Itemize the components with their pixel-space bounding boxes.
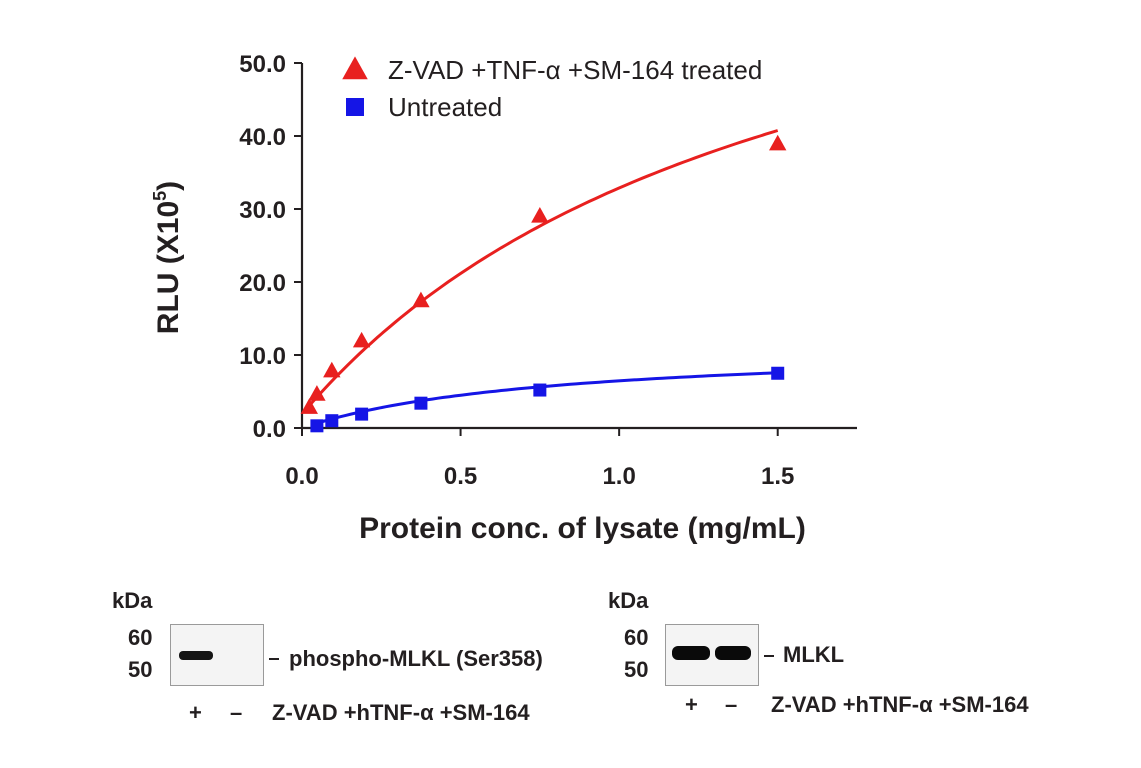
data-point-untreated xyxy=(533,383,547,397)
treatment-label: Z-VAD +hTNF-α +SM-164 xyxy=(272,700,530,725)
x-tick-label: 0.0 xyxy=(285,463,318,490)
data-point-treated xyxy=(323,361,341,378)
y-tick-label: 50.0 xyxy=(239,51,286,78)
data-point-treated xyxy=(308,385,326,401)
data-point-treated xyxy=(531,207,549,223)
target-label: phospho-MLKL (Ser358) xyxy=(289,646,543,671)
data-point-untreated xyxy=(310,419,324,433)
blot-band xyxy=(715,646,751,660)
legend-marker-1 xyxy=(342,56,368,80)
x-tick-label: 1.0 xyxy=(602,463,635,490)
marker-60-label: 60 xyxy=(128,625,153,650)
lane-2-label: – xyxy=(230,700,243,725)
fit-curve-1 xyxy=(305,129,779,410)
fit-curves xyxy=(305,129,779,425)
blot-image xyxy=(665,624,759,686)
y-tick-label: 20.0 xyxy=(239,270,286,297)
blot-band xyxy=(672,646,710,660)
y-axis-title: RLU (X105) xyxy=(150,181,185,334)
legend-label-2: Untreated xyxy=(388,92,502,122)
chart: 0.0 10.0 20.0 30.0 40.0 50.0 0.0 0.5 1.0 1.5 Prote… xyxy=(150,51,857,545)
treatment-label: Z-VAD +hTNF-α +SM-164 xyxy=(771,692,1029,717)
marker-50-label: 50 xyxy=(624,657,649,682)
x-axis-title: Protein conc. of lysate (mg/mL) xyxy=(359,512,806,545)
blot-image xyxy=(170,624,264,686)
data-point-treated xyxy=(412,291,430,308)
data-point-treated xyxy=(300,398,318,414)
lane-2-label: – xyxy=(725,692,738,717)
data-point-untreated xyxy=(414,396,428,410)
target-label: MLKL xyxy=(783,642,845,667)
lane-1-label: + xyxy=(189,700,202,725)
x-tick-label: 0.5 xyxy=(444,463,477,490)
legend: Z-VAD +TNF-α +SM-164 treated Untreated xyxy=(342,55,762,122)
data-points xyxy=(300,134,787,433)
marker-60-label: 60 xyxy=(624,625,649,650)
kda-label: kDa xyxy=(608,588,649,613)
legend-label-1: Z-VAD +TNF-α +SM-164 treated xyxy=(388,55,762,85)
y-tick-label: 0.0 xyxy=(253,416,286,443)
x-tick-label: 1.5 xyxy=(761,463,794,490)
y-tick-label: 10.0 xyxy=(239,343,286,370)
axes: 0.0 10.0 20.0 30.0 40.0 50.0 0.0 0.5 1.0 1.5 Prote… xyxy=(150,51,857,545)
data-point-untreated xyxy=(355,407,369,421)
blot-band xyxy=(179,651,213,660)
data-point-untreated xyxy=(771,366,785,380)
lane-1-label: + xyxy=(685,692,698,717)
legend-marker-2 xyxy=(346,98,364,116)
data-point-treated xyxy=(352,331,371,348)
marker-50-label: 50 xyxy=(128,657,153,682)
target-pointer xyxy=(269,658,279,660)
fit-curve-2 xyxy=(316,371,778,425)
kda-label: kDa xyxy=(112,588,153,613)
y-tick-label: 40.0 xyxy=(239,124,286,151)
target-pointer xyxy=(764,655,774,657)
data-point-untreated xyxy=(325,414,339,428)
y-tick-label: 30.0 xyxy=(239,197,286,224)
data-point-treated xyxy=(769,134,787,151)
